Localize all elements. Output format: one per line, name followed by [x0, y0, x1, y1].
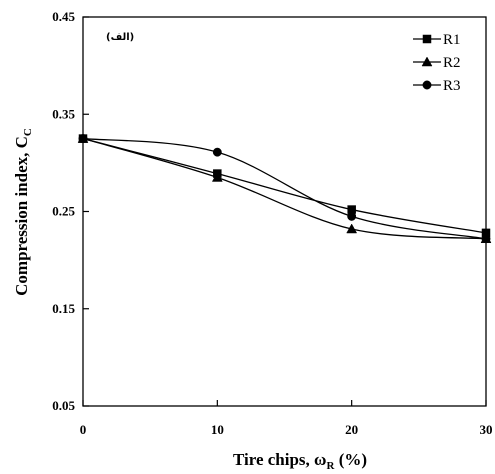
x-axis-title-subscript: R — [326, 460, 335, 472]
legend-marker — [422, 34, 432, 44]
legend-marker — [421, 56, 433, 67]
x-tick-label: 0 — [80, 422, 87, 437]
series-line-r3 — [82, 137, 487, 240]
x-tick-label: 10 — [211, 422, 224, 437]
axis-tick-labels: 0.05 0.15 0.25 0.35 0.45 0 10 20 30 — [52, 9, 492, 437]
series-line-r2 — [82, 137, 487, 240]
y-tick-label: 0.05 — [52, 398, 75, 413]
axis-ticks — [82, 16, 487, 407]
data-point-r2 — [346, 223, 358, 234]
x-tick-label: 30 — [480, 422, 493, 437]
legend-label: R1 — [443, 32, 461, 48]
legend-label: R2 — [443, 55, 461, 71]
legend-marker — [422, 80, 432, 90]
y-tick-label: 0.35 — [52, 106, 75, 121]
y-tick-label: 0.15 — [52, 301, 75, 316]
x-axis-title-unit: (%) — [334, 450, 367, 469]
y-tick-label: 0.45 — [52, 9, 75, 24]
series-markers — [77, 133, 492, 244]
y-axis-title-subscript: C — [22, 128, 34, 136]
x-axis-title-main: Tire chips, ω — [233, 450, 327, 469]
legend: R1 R2 R3 — [413, 32, 461, 94]
data-point-r3 — [347, 211, 357, 221]
data-point-r3 — [212, 147, 222, 157]
data-point-r2 — [211, 171, 223, 182]
panel-label: (الف) — [106, 32, 134, 43]
plot-frame — [82, 16, 487, 407]
y-tick-label: 0.25 — [52, 204, 75, 219]
y-axis-title-main: Compression index, C — [12, 136, 31, 296]
x-tick-label: 20 — [345, 422, 358, 437]
legend-label: R3 — [443, 78, 461, 94]
data-point-r3 — [481, 234, 491, 244]
y-axis-title: Compression index, CC — [12, 128, 34, 296]
series-line-r1 — [82, 137, 487, 234]
data-point-r3 — [78, 134, 88, 144]
x-axis-title: Tire chips, ωR (%) — [233, 450, 367, 472]
series-lines — [82, 137, 487, 240]
